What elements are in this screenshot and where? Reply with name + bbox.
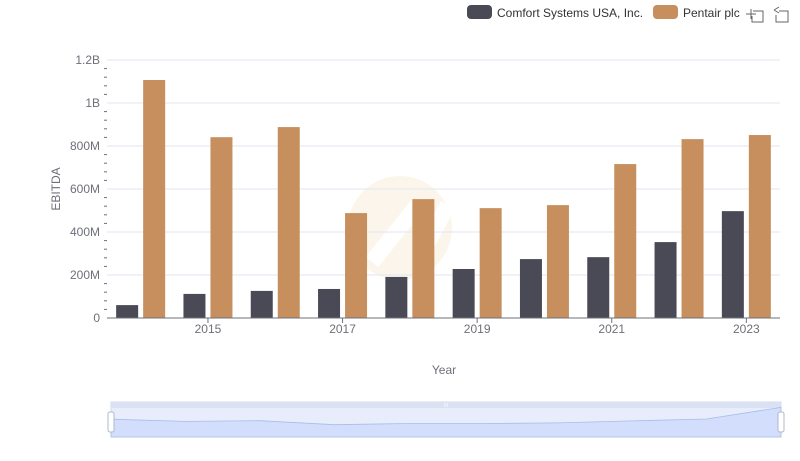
legend-item-pentair[interactable]: Pentair plc [653, 5, 740, 20]
bar-pentair-2016[interactable] [277, 127, 300, 318]
bar-comfort-systems-2017[interactable] [318, 288, 341, 318]
bar-comfort-systems-2021[interactable] [587, 257, 610, 318]
y-tick-label: 600M [70, 182, 100, 196]
bar-comfort-systems-2022[interactable] [654, 242, 677, 318]
datazoom-preview-area [110, 406, 782, 438]
y-tick-label: 200M [70, 268, 100, 282]
x-tick-label: 2015 [195, 322, 222, 336]
y-tick-label: 400M [70, 225, 100, 239]
zoom-select-icon[interactable] [746, 9, 764, 23]
legend-label: Comfort Systems USA, Inc. [497, 6, 643, 20]
y-tick-label: 1.2B [75, 53, 100, 67]
datazoom-move-handle[interactable]: III [444, 403, 448, 409]
legend-item-comfort-systems[interactable]: Comfort Systems USA, Inc. [467, 5, 643, 20]
x-tick-label: 2023 [733, 322, 760, 336]
datazoom-handle-left[interactable] [107, 411, 115, 433]
bar-pentair-2023[interactable] [748, 135, 771, 318]
datazoom-handle-right[interactable] [777, 411, 785, 433]
bar-comfort-systems-2014[interactable] [116, 305, 139, 318]
y-tick-label: 800M [70, 139, 100, 153]
bar-comfort-systems-2023[interactable] [721, 211, 744, 318]
y-axis-title: EBITDA [49, 167, 63, 210]
bar-pentair-2022[interactable] [681, 139, 704, 318]
bar-pentair-2020[interactable] [546, 205, 569, 318]
bar-comfort-systems-2015[interactable] [183, 293, 206, 318]
bar-pentair-2018[interactable] [412, 199, 435, 318]
x-tick-label: 2017 [329, 322, 356, 336]
legend-label: Pentair plc [683, 6, 740, 20]
datazoom-slider[interactable]: III [107, 401, 785, 438]
zoom-reset-icon[interactable] [773, 6, 789, 23]
x-tick-label: 2019 [464, 322, 491, 336]
y-tick-label: 1B [85, 96, 100, 110]
bar-pentair-2014[interactable] [143, 79, 166, 319]
bar-pentair-2015[interactable] [210, 137, 233, 318]
bar-comfort-systems-2019[interactable] [452, 268, 475, 318]
x-tick-label: 2021 [598, 322, 625, 336]
x-axis-title: Year [432, 363, 456, 377]
bar-pentair-2017[interactable] [345, 213, 368, 318]
bar-comfort-systems-2016[interactable] [250, 290, 273, 318]
bar-pentair-2021[interactable] [614, 164, 637, 318]
bar-pentair-2019[interactable] [479, 208, 502, 318]
bar-comfort-systems-2020[interactable] [519, 259, 542, 318]
bar-comfort-systems-2018[interactable] [385, 276, 408, 318]
y-tick-label: 0 [93, 311, 100, 325]
legend: Comfort Systems USA, Inc. Pentair plc [467, 5, 740, 20]
